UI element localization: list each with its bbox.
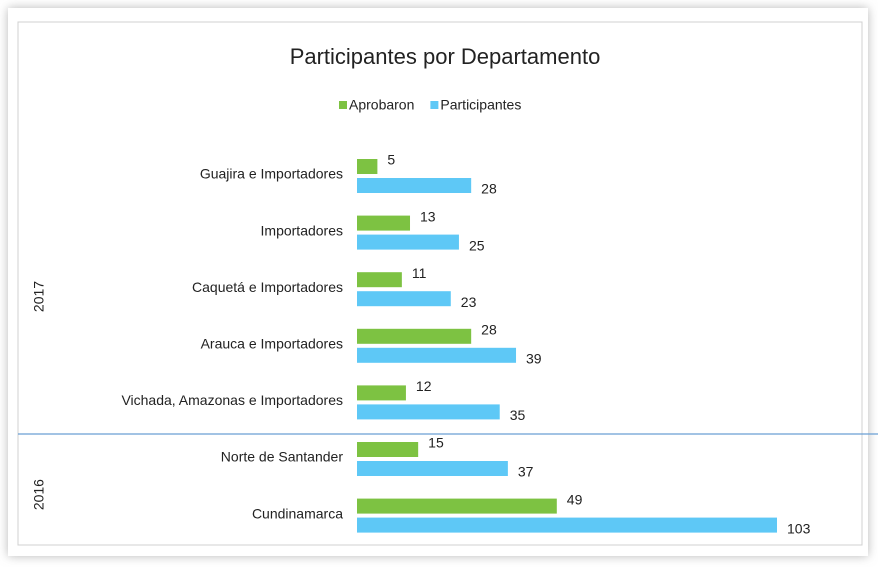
data-label: 13 — [420, 208, 436, 224]
bar — [357, 234, 459, 250]
bar — [357, 517, 777, 533]
group-label: 2017 — [31, 281, 47, 312]
data-label: 28 — [481, 322, 497, 338]
data-label: 11 — [412, 265, 427, 281]
category-label: Caquetá e Importadores — [192, 279, 343, 295]
bar — [357, 347, 517, 363]
data-label: 23 — [461, 294, 477, 310]
data-label: 103 — [787, 520, 811, 536]
bar — [357, 498, 557, 514]
bar — [357, 385, 406, 401]
data-label: 49 — [567, 491, 583, 507]
data-label: 28 — [481, 181, 497, 197]
data-label: 25 — [469, 237, 485, 253]
data-label: 12 — [416, 378, 432, 394]
plot-border — [17, 21, 863, 546]
data-label: 35 — [510, 407, 526, 423]
bar — [357, 178, 472, 193]
bar — [357, 272, 402, 288]
chart-title: Participantes por Departamento — [290, 44, 601, 69]
bar — [357, 442, 419, 457]
bar — [357, 159, 378, 174]
bar — [357, 461, 508, 476]
group-label: 2016 — [31, 479, 47, 510]
bar — [357, 328, 472, 344]
category-label: Vichada, Amazonas e Importadores — [121, 392, 343, 408]
bar — [357, 215, 411, 231]
category-label: Arauca e Importadores — [201, 336, 343, 352]
category-label: Norte de Santander — [221, 449, 344, 465]
data-label: 39 — [526, 351, 542, 367]
legend-swatch — [339, 101, 347, 109]
data-label: 15 — [428, 435, 444, 451]
category-label: Importadores — [261, 222, 343, 238]
legend-swatch — [430, 101, 439, 109]
category-label: Guajira e Importadores — [200, 166, 343, 182]
data-label: 5 — [387, 152, 395, 168]
category-label: Cundinamarca — [252, 505, 343, 521]
legend-label: Aprobaron — [349, 97, 414, 113]
bar — [357, 291, 451, 307]
data-label: 37 — [518, 464, 534, 480]
legend-label: Participantes — [440, 97, 521, 113]
bar — [357, 404, 500, 420]
